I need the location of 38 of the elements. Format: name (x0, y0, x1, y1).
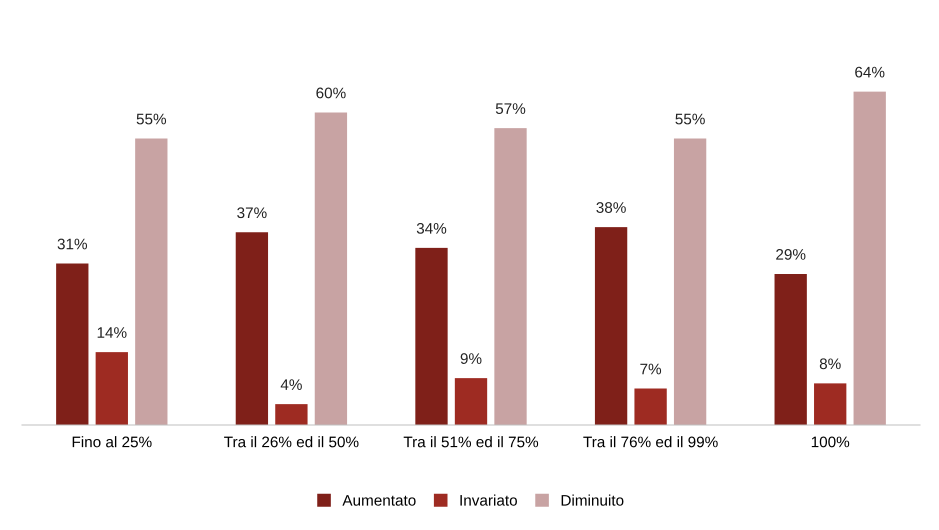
bar (494, 128, 527, 425)
data-label: 14% (98, 327, 127, 338)
data-label: 31% (58, 238, 88, 250)
x-tick-label: Tra il 51% ed il 75% (404, 436, 538, 448)
data-label: 38% (596, 202, 626, 213)
data-label: 37% (237, 207, 267, 218)
data-label: 4% (280, 379, 302, 390)
data-label: 34% (416, 222, 446, 234)
data-label: 8% (820, 358, 841, 370)
data-label: 29% (776, 249, 806, 260)
legend-label: Invariato (460, 494, 517, 506)
bar (454, 378, 488, 425)
legend-label: Diminuito (562, 494, 624, 506)
bar (236, 232, 268, 425)
data-label: 55% (136, 114, 166, 124)
bar (275, 404, 308, 425)
data-label: 9% (460, 353, 482, 364)
bar (774, 274, 807, 425)
x-tick-label: 100% (812, 436, 850, 448)
legend-label: Aumentato (342, 495, 416, 506)
bar (314, 112, 348, 425)
data-label: 64% (855, 66, 884, 78)
bar (814, 383, 846, 425)
x-tick-label: Fino al 25% (72, 436, 152, 448)
bar (415, 248, 448, 425)
bar (674, 138, 706, 425)
x-tick-label: Tra il 26% ed il 50% (224, 436, 359, 448)
data-label: 57% (496, 103, 526, 114)
x-tick-label: Tra il 76% ed il 99% (583, 436, 718, 448)
bar (594, 227, 628, 425)
bar (56, 264, 88, 425)
data-label: 60% (316, 88, 346, 98)
bar (135, 138, 168, 425)
bar (634, 388, 667, 425)
data-label: 55% (675, 114, 705, 124)
bar (96, 352, 128, 425)
bar (854, 92, 886, 425)
data-label: 7% (640, 364, 662, 374)
